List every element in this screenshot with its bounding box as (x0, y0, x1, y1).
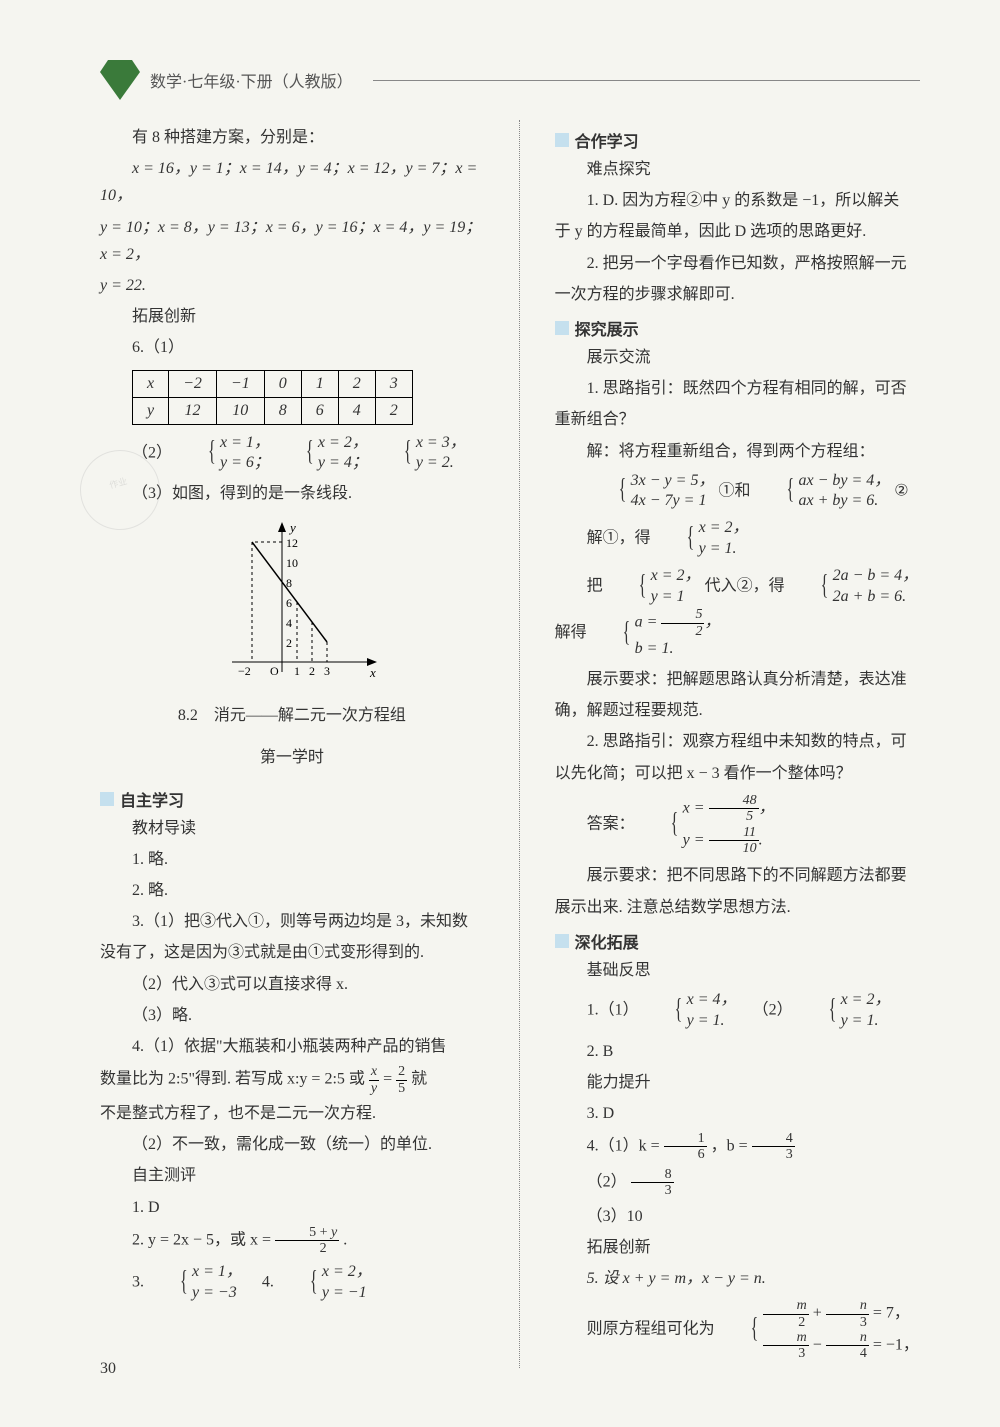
text: 6.（1） (100, 334, 484, 361)
answer-systems: 1.（1） x = 4，y = 1. （2） x = 2，y = 1. (555, 990, 920, 1032)
text: （3）略. (100, 1002, 484, 1029)
right-column: 合作学习 难点探究 1. D. 因为方程②中 y 的系数是 −1，所以解关 于 … (555, 120, 920, 1368)
text: 5. 设 x + y = m，x − y = n. (555, 1265, 920, 1292)
svg-text:y: y (288, 520, 296, 535)
page-number: 30 (100, 1360, 116, 1378)
section-marker-icon (100, 792, 114, 806)
left-column: 有 8 种搭建方案，分别是： x = 16，y = 1；x = 14，y = 4… (100, 120, 484, 1368)
text: （2） 83 (555, 1167, 920, 1199)
xy-table: x−2 −10 12 3 y12 108 64 2 (132, 370, 413, 425)
svg-text:O: O (270, 664, 279, 678)
subsection: 教材导读 (100, 815, 484, 842)
text: 2. 把另一个字母看作已知数，严格按照解一元 (555, 250, 920, 277)
line-graph: y x O −2 1 2 3 12 10 8 6 4 2 (202, 517, 382, 687)
text: 展示要求：把解题思路认真分析清楚，表达准 (555, 666, 920, 693)
equation-systems: 3x − y = 5，4x − 7y = 1 ①和 ax − by = 4，ax… (555, 471, 920, 513)
text: x = 16，y = 1；x = 14，y = 4；x = 12，y = 7；x… (100, 155, 484, 209)
text: 数量比为 2:5"得到. 若写成 x:y = 2:5 或 xy = 25 就 (100, 1064, 484, 1096)
section-marker-icon (555, 321, 569, 335)
text: 2. 略. (100, 877, 484, 904)
subsection-title: 拓展创新 (100, 303, 484, 330)
answer-systems: 3. x = 1，y = −3 4. x = 2，y = −1 (100, 1262, 484, 1304)
text: 以先化简；可以把 x − 3 看作一个整体吗？ (555, 760, 920, 787)
subsection: 自主测评 (100, 1162, 484, 1189)
text: 2. y = 2x − 5，或 x = 5 + y2 . (100, 1225, 484, 1257)
subsection: 难点探究 (555, 156, 920, 183)
text: 没有了，这是因为③式就是由①式变形得到的. (100, 939, 484, 966)
text: 解：将方程重新组合，得到两个方程组： (555, 438, 920, 465)
text: 一次方程的步骤求解即可. (555, 281, 920, 308)
svg-text:3: 3 (324, 664, 330, 678)
svg-text:12: 12 (286, 536, 298, 550)
subsection: 展示交流 (555, 344, 920, 371)
school-logo-icon (100, 60, 140, 100)
final-system: 则原方程组可化为 m2 + n3 = 7， m3 − n4 = −1， (555, 1298, 920, 1362)
svg-text:x: x (369, 665, 376, 680)
answer-block: 答案： x = 485， y = 1110. (555, 793, 920, 857)
section-explore: 探究展示 (555, 316, 920, 340)
chapter-title: 8.2 消元——解二元一次方程组 (100, 702, 484, 729)
text: 于 y 的方程最简单，因此 D 选项的思路更好. (555, 218, 920, 245)
text: 展示出来. 注意总结数学思想方法. (555, 894, 920, 921)
text: （2）不一致，需化成一致（统一）的单位. (100, 1131, 484, 1158)
text: 1. D. 因为方程②中 y 的系数是 −1，所以解关 (555, 187, 920, 214)
text: 2. 思路指引：观察方程组中未知数的特点，可 (555, 728, 920, 755)
svg-text:2: 2 (309, 664, 315, 678)
section-deepen: 深化拓展 (555, 929, 920, 953)
lesson-title: 第一学时 (100, 744, 484, 771)
text: 确，解题过程要规范. (555, 697, 920, 724)
text: y = 22. (100, 272, 484, 299)
text: 不是整式方程了，也不是二元一次方程. (100, 1100, 484, 1127)
svg-text:10: 10 (286, 556, 298, 570)
solution-step: 解①，得 x = 2，y = 1. (555, 518, 920, 560)
svg-text:2: 2 (286, 636, 292, 650)
svg-text:6: 6 (286, 596, 292, 610)
text: 4.（1）依据"大瓶装和小瓶装两种产品的销售 (100, 1033, 484, 1060)
page-header: 数学·七年级·下册（人教版） (100, 60, 920, 100)
svg-text:−2: −2 (238, 664, 251, 678)
text: 1. 略. (100, 846, 484, 873)
section-marker-icon (555, 934, 569, 948)
section-self-study: 自主学习 (100, 787, 484, 811)
section-marker-icon (555, 133, 569, 147)
subsection: 基础反思 (555, 957, 920, 984)
subsection: 拓展创新 (555, 1234, 920, 1261)
solution-step: 把 x = 2，y = 1 代入②，得 2a − b = 4，2a + b = … (555, 566, 920, 660)
svg-text:4: 4 (286, 616, 292, 630)
header-rule (373, 80, 920, 81)
text: 有 8 种搭建方案，分别是： (100, 124, 484, 151)
text: （3）10 (555, 1203, 920, 1230)
text: 展示要求：把不同思路下的不同解题方法都要 (555, 862, 920, 889)
section-collab: 合作学习 (555, 128, 920, 152)
header-title: 数学·七年级·下册（人教版） (150, 68, 353, 92)
table-row: y12 108 64 2 (133, 397, 413, 424)
table-row: x−2 −10 12 3 (133, 370, 413, 397)
subsection: 能力提升 (555, 1069, 920, 1096)
text: 2. B (555, 1038, 920, 1065)
text: 3. D (555, 1100, 920, 1127)
text: 1. D (100, 1194, 484, 1221)
equation-systems: （2） x = 1，y = 6； x = 2，y = 4； x = 3，y = … (100, 433, 484, 475)
text: y = 10；x = 8，y = 13；x = 6，y = 16；x = 4，y… (100, 214, 484, 268)
svg-text:1: 1 (294, 664, 300, 678)
text: （2）代入③式可以直接求得 x. (100, 971, 484, 998)
text: 1. 思路指引：既然四个方程有相同的解，可否 (555, 375, 920, 402)
column-divider (519, 120, 520, 1368)
text: 重新组合？ (555, 406, 920, 433)
text: 4.（1）k = 16 ，b = 43 (555, 1131, 920, 1163)
text: 3.（1）把③代入①，则等号两边均是 3，未知数 (100, 908, 484, 935)
